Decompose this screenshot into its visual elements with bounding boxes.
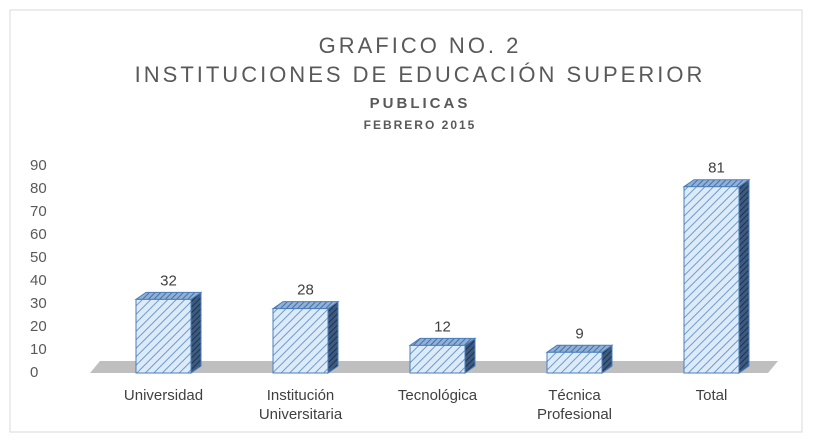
data-label: 32 [160,272,177,289]
bar [272,308,329,374]
chart-subtitle: FEBRERO 2015 [364,118,477,132]
y-tick-label: 30 [30,295,47,312]
y-tick-label: 80 [30,180,47,197]
y-tick-label: 0 [30,364,38,381]
x-tick-label: Total [695,387,728,404]
bar-top [408,337,477,346]
bar [409,344,466,374]
data-label: 81 [708,160,725,177]
bar-side [327,300,339,374]
y-tick-label: 50 [30,249,47,266]
x-tick-label: Técnica Profesional [536,387,613,423]
data-label: 9 [575,325,583,342]
bar-top [271,301,340,310]
y-tick-label: 70 [30,203,47,220]
bar [683,186,740,374]
bar-top [545,344,614,353]
chart-title: GRAFICO NO. 2 [319,33,522,58]
bar [135,298,192,374]
x-tick-label: Universidad [123,387,204,404]
x-tick-label: Tecnológica [397,387,478,404]
data-label: 12 [434,318,451,335]
y-tick-label: 10 [30,341,47,358]
chart-subtitle: PUBLICAS [370,95,471,112]
bar-top [682,179,751,188]
y-tick-label: 20 [30,318,47,335]
bar-side [738,178,750,374]
chart-subtitle: INSTITUCIONES DE EDUCACIÓN SUPERIOR [135,62,706,87]
data-label: 28 [297,282,314,299]
x-tick-label: Institución Universitaria [258,387,343,423]
y-tick-label: 40 [30,272,47,289]
y-tick-label: 90 [30,157,47,174]
y-tick-label: 60 [30,226,47,243]
bar-side [190,291,202,374]
bar [546,351,603,374]
bar-top [134,291,203,300]
